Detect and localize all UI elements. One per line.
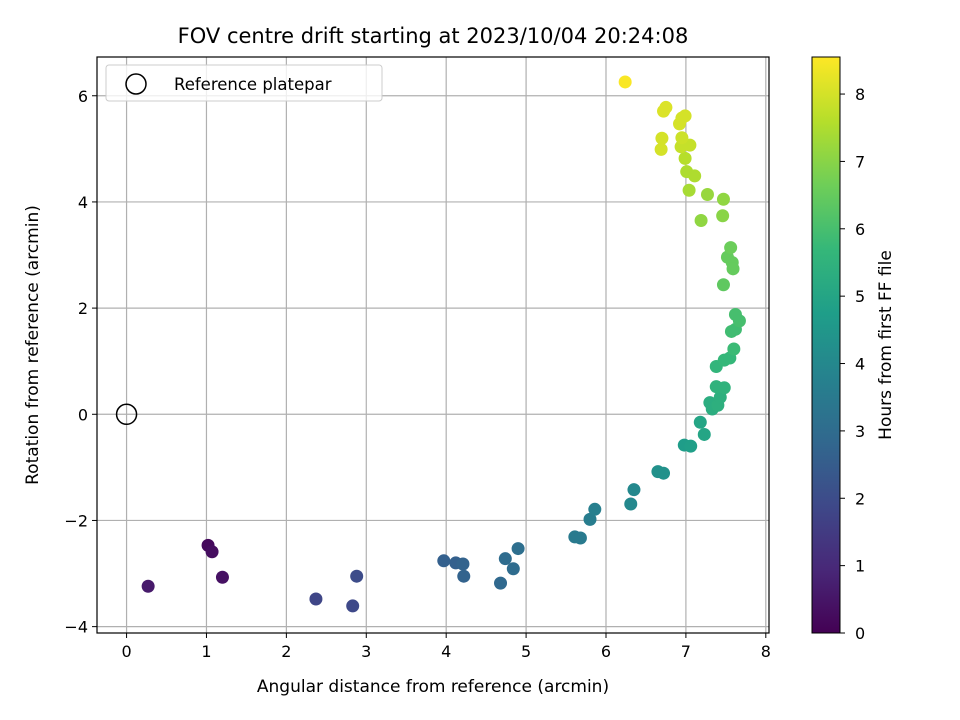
data-point	[205, 545, 219, 559]
colorbar-tick-label: 3	[855, 422, 865, 441]
x-axis-ticks: 0 1 2 3 4 5 6 7 8	[121, 633, 771, 661]
x-tick-label: 0	[121, 642, 131, 661]
colorbar-tick-label: 2	[855, 489, 865, 508]
data-point	[511, 542, 525, 556]
x-tick-label: 8	[761, 642, 771, 661]
colorbar-tick-label: 5	[855, 287, 865, 306]
data-point	[694, 214, 708, 228]
colorbar	[811, 56, 841, 634]
data-point	[693, 415, 707, 429]
data-point	[684, 439, 698, 453]
y-tick-label: 2	[78, 299, 88, 318]
chart-title: FOV centre drift starting at 2023/10/04 …	[178, 24, 689, 48]
data-point	[688, 169, 702, 183]
data-point	[350, 569, 364, 583]
data-point	[498, 552, 512, 566]
y-tick-label: −4	[64, 618, 88, 637]
legend: Reference platepar	[105, 64, 383, 102]
data-point	[675, 131, 689, 145]
data-point	[697, 427, 711, 441]
x-gridlines	[125, 57, 767, 633]
data-point	[573, 531, 587, 545]
data-point	[309, 592, 323, 606]
data-point	[618, 75, 632, 89]
data-point	[678, 151, 692, 165]
colorbar-tick-label: 0	[855, 624, 865, 643]
x-tick-label: 5	[521, 642, 531, 661]
data-point	[659, 100, 673, 114]
colorbar-tick-label: 1	[855, 557, 865, 576]
data-point	[726, 262, 740, 276]
data-point	[457, 569, 471, 583]
data-point	[346, 599, 360, 613]
data-point	[654, 142, 668, 156]
y-axis-ticks: −4 −2 0 2 4 6	[64, 87, 97, 637]
data-point	[716, 209, 730, 223]
data-point	[700, 187, 714, 201]
colorbar-tick-label: 8	[855, 85, 865, 104]
colorbar-tick-label: 7	[855, 152, 865, 171]
data-point	[583, 512, 597, 526]
reference-platepar-marker	[115, 403, 138, 426]
y-tick-label: 0	[78, 405, 88, 424]
data-point	[727, 342, 741, 356]
data-point	[624, 497, 638, 511]
data-point	[456, 557, 470, 571]
x-tick-label: 6	[601, 642, 611, 661]
x-axis-label: Angular distance from reference (arcmin)	[257, 677, 609, 697]
colorbar-tick-label: 6	[855, 220, 865, 239]
y-gridlines	[97, 95, 769, 628]
legend-box	[105, 64, 383, 102]
y-axis-label: Rotation from reference (arcmin)	[23, 205, 43, 485]
x-tick-label: 1	[201, 642, 211, 661]
plot-frame	[96, 56, 770, 634]
data-point	[678, 109, 692, 123]
x-tick-label: 7	[681, 642, 691, 661]
data-point	[627, 483, 641, 497]
y-tick-label: 6	[78, 87, 88, 106]
data-point	[588, 502, 602, 516]
data-point	[437, 554, 451, 568]
legend-entry-reference-platepar: Reference platepar	[174, 75, 332, 94]
y-tick-label: −2	[64, 511, 88, 530]
data-points	[141, 75, 746, 613]
data-point	[655, 131, 669, 145]
data-point	[494, 576, 508, 590]
data-point	[141, 579, 155, 593]
colorbar-ticks: 0 1 2 3 4 5 6 7 8	[840, 85, 865, 643]
data-point	[716, 278, 730, 292]
data-point	[724, 241, 738, 255]
data-point	[506, 562, 520, 576]
colorbar-label: Hours from first FF file	[876, 250, 896, 440]
data-point	[717, 381, 731, 395]
x-tick-label: 2	[281, 642, 291, 661]
x-tick-label: 4	[441, 642, 451, 661]
y-tick-label: 4	[78, 193, 88, 212]
data-point	[716, 192, 730, 206]
data-point	[682, 183, 696, 197]
data-point	[657, 466, 671, 480]
data-point	[732, 314, 746, 328]
x-tick-label: 3	[361, 642, 371, 661]
data-point	[215, 570, 229, 584]
legend-marker	[125, 73, 147, 95]
colorbar-tick-label: 4	[855, 355, 865, 374]
